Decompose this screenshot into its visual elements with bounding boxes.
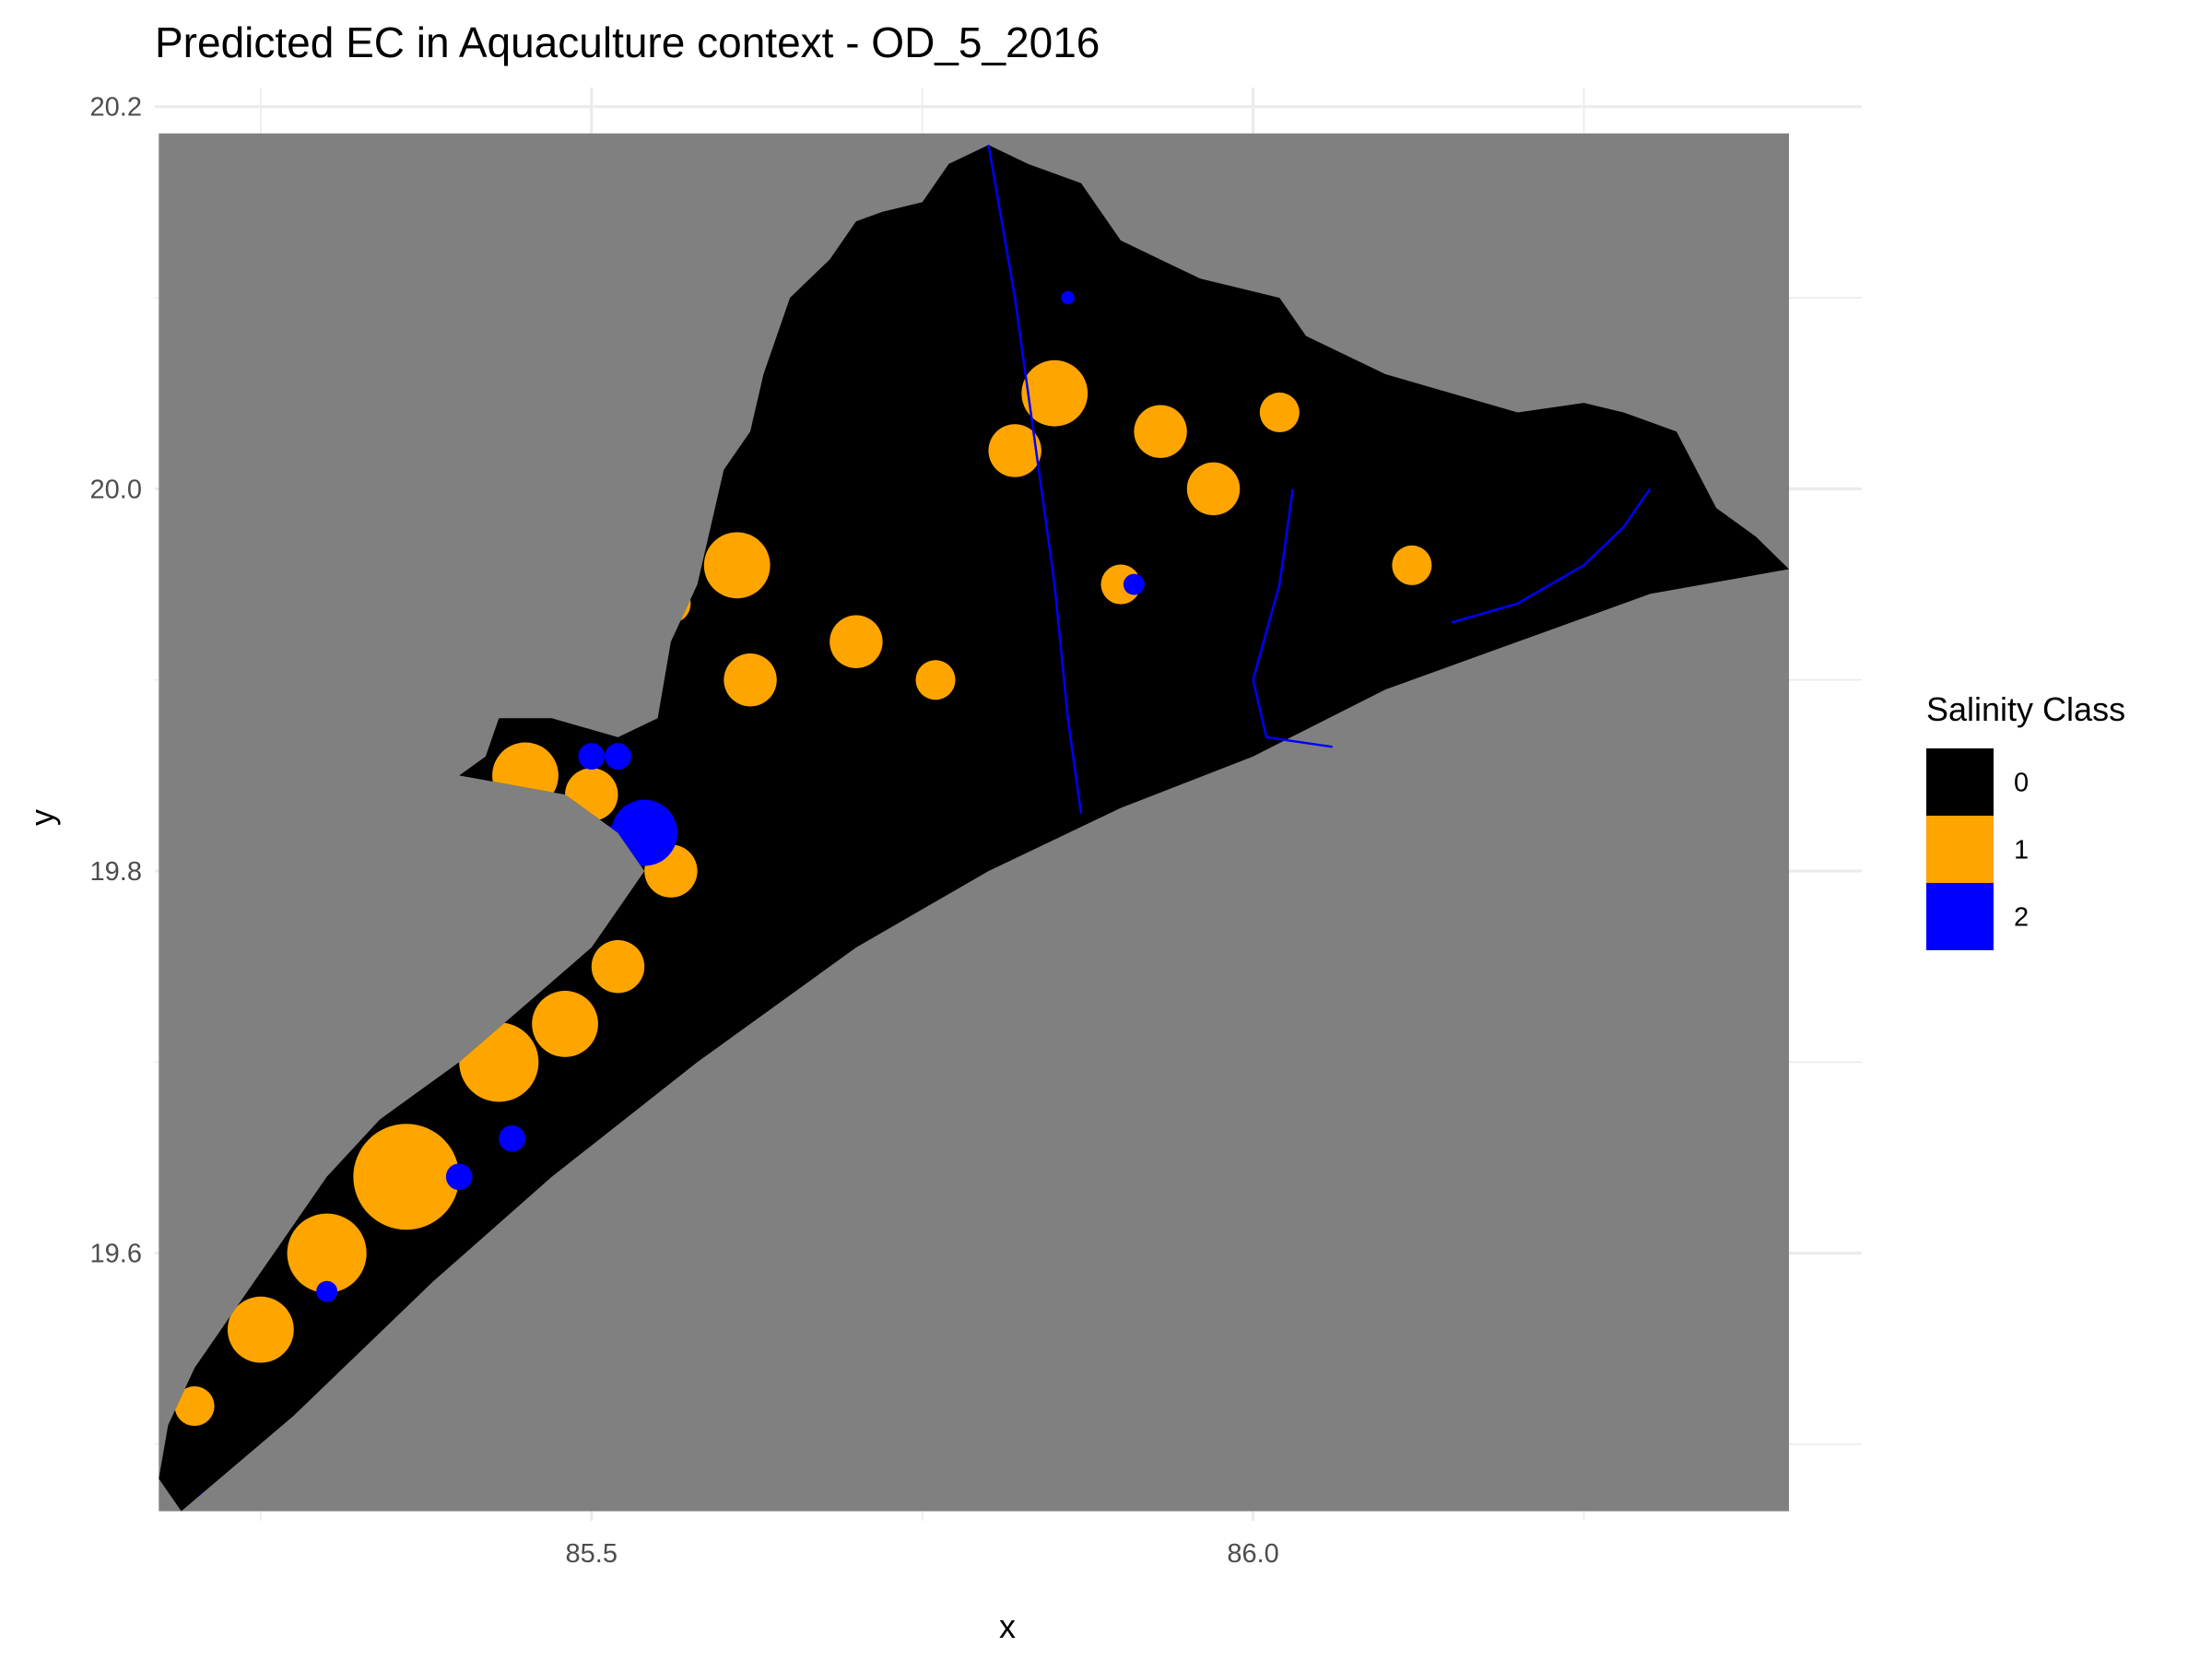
y-axis-title: y xyxy=(23,809,61,826)
class-2-patch xyxy=(499,1124,525,1152)
class-1-patch xyxy=(591,940,645,994)
class-1-areas xyxy=(174,359,1432,1427)
legend-title: Salinity Class xyxy=(1926,690,2125,728)
legend-label: 0 xyxy=(2014,769,2029,798)
class-2-patch xyxy=(445,1163,473,1191)
class-1-patch xyxy=(1134,405,1187,458)
class-1-patch xyxy=(287,1213,367,1293)
legend-label: 2 xyxy=(2014,903,2029,933)
class-1-patch xyxy=(988,424,1041,477)
class-1-patch xyxy=(1259,392,1300,433)
class-1-patch xyxy=(1021,359,1088,427)
x-tick-label: 85.5 xyxy=(566,1539,618,1569)
class-1-patch xyxy=(724,653,777,707)
river-class-2 xyxy=(987,144,1083,815)
class-1-patch xyxy=(353,1124,460,1230)
raster-map xyxy=(159,133,1790,1512)
land-mass-class-0 xyxy=(159,145,1789,1512)
class-2-patch xyxy=(605,743,631,771)
legend-swatch xyxy=(1926,883,1994,950)
class-2-patch xyxy=(578,743,606,771)
river-class-2 xyxy=(1451,488,1652,624)
class-1-patch xyxy=(703,532,771,599)
y-tick-label: 20.0 xyxy=(90,475,142,504)
class-1-patch xyxy=(532,991,598,1057)
class-1-patch xyxy=(1392,545,1432,585)
x-axis-title: x xyxy=(999,1607,1016,1645)
legend-label: 1 xyxy=(2014,836,2029,865)
class-1-patch xyxy=(174,1386,215,1427)
x-tick-labels: 85.5 86.0 xyxy=(566,1539,1279,1569)
legend: Salinity Class 0 1 2 xyxy=(1926,690,2125,950)
legend-swatch xyxy=(1926,748,1994,816)
class-1-patch xyxy=(915,660,956,700)
y-tick-label: 20.2 xyxy=(90,93,142,123)
river-class-2 xyxy=(1252,488,1333,748)
class-2-patch xyxy=(316,1280,338,1302)
class-1-patch xyxy=(1186,462,1241,516)
legend-swatch xyxy=(1926,816,1994,883)
y-tick-label: 19.8 xyxy=(90,857,142,887)
class-2-patch xyxy=(1061,290,1075,305)
legend-items: 0 1 2 xyxy=(1926,748,2029,950)
class-1-patch xyxy=(227,1296,294,1363)
class-1-patch xyxy=(830,615,883,668)
plot-title: Predicted EC in Aquaculture context - OD… xyxy=(155,18,1100,66)
class-2-patch xyxy=(1123,573,1145,595)
x-tick-label: 86.0 xyxy=(1227,1539,1278,1569)
y-tick-labels: 19.6 19.8 20.0 20.2 xyxy=(90,93,142,1269)
y-tick-label: 19.6 xyxy=(90,1240,142,1269)
